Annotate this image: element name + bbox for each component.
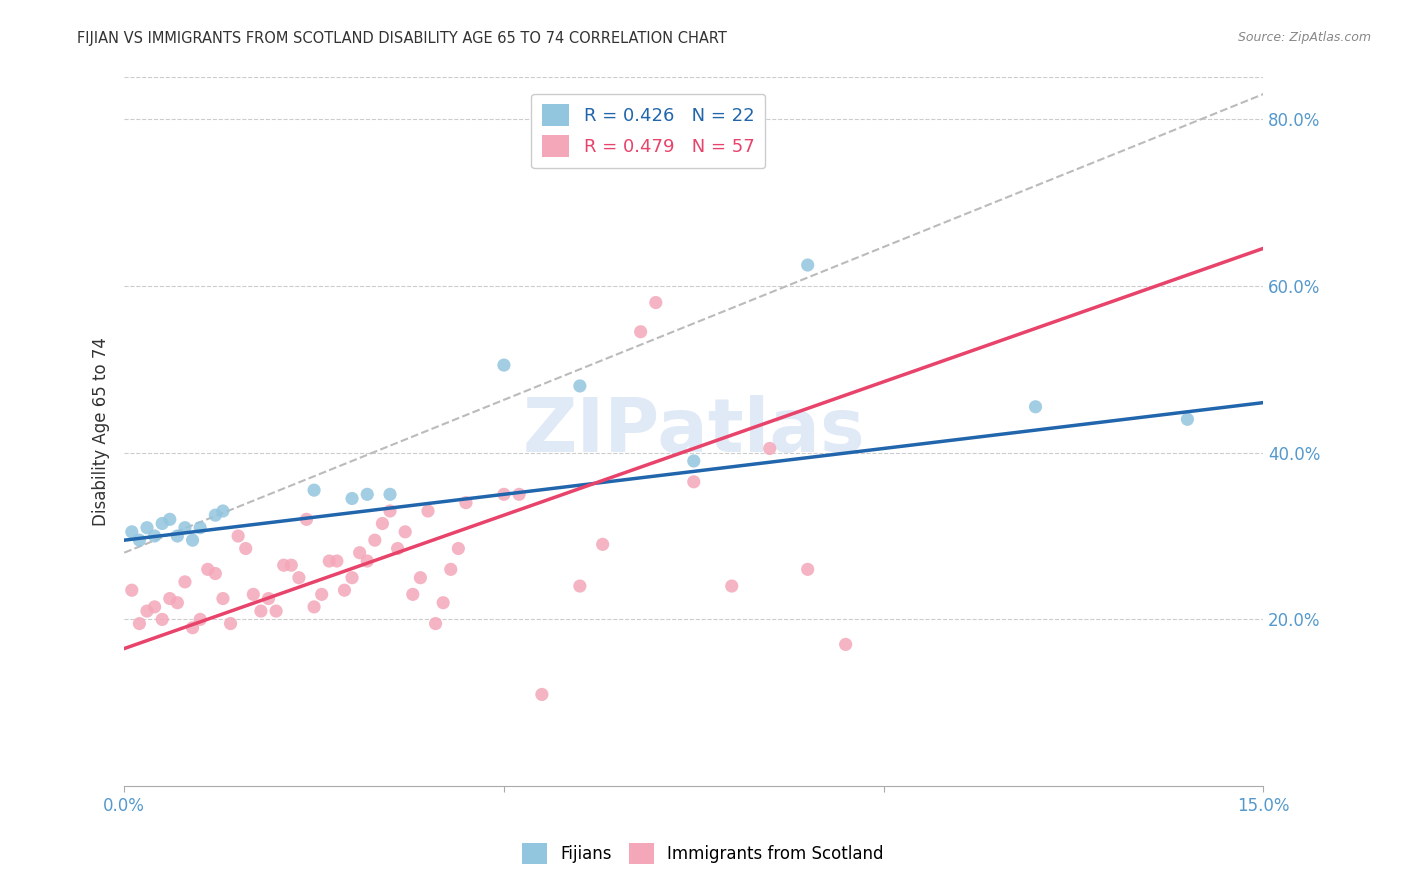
Point [682, 475, 704, 489]
Point [720, 579, 742, 593]
Point [758, 442, 780, 456]
Point [166, 529, 188, 543]
Point [197, 562, 219, 576]
Legend: Fijians, Immigrants from Scotland: Fijians, Immigrants from Scotland [516, 837, 890, 871]
Point [181, 533, 204, 548]
Point [492, 487, 515, 501]
Point [630, 325, 652, 339]
Point [121, 524, 143, 539]
Point [136, 521, 159, 535]
Point [188, 521, 211, 535]
Point [440, 562, 463, 576]
Point [592, 537, 614, 551]
Point [796, 258, 818, 272]
Point [128, 533, 150, 548]
Point [492, 358, 515, 372]
Point [644, 295, 666, 310]
Point [378, 504, 401, 518]
Point [356, 487, 378, 501]
Point [204, 566, 226, 581]
Point [387, 541, 409, 556]
Point [371, 516, 394, 531]
Point [568, 579, 591, 593]
Point [235, 541, 257, 556]
Point [834, 637, 856, 651]
Point [174, 521, 197, 535]
Point [349, 546, 371, 560]
Point [143, 599, 166, 614]
Point [394, 524, 416, 539]
Point [682, 454, 704, 468]
Text: FIJIAN VS IMMIGRANTS FROM SCOTLAND DISABILITY AGE 65 TO 74 CORRELATION CHART: FIJIAN VS IMMIGRANTS FROM SCOTLAND DISAB… [77, 31, 727, 46]
Point [242, 587, 264, 601]
Legend: R = 0.426   N = 22, R = 0.479   N = 57: R = 0.426 N = 22, R = 0.479 N = 57 [531, 94, 765, 169]
Point [508, 487, 530, 501]
Point [150, 516, 173, 531]
Point [425, 616, 447, 631]
Point [181, 621, 204, 635]
Point [295, 512, 318, 526]
Point [280, 558, 302, 573]
Point [204, 508, 226, 523]
Point [302, 483, 325, 498]
Point [402, 587, 425, 601]
Point [1177, 412, 1199, 426]
Point [288, 571, 311, 585]
Point [128, 616, 150, 631]
Point [226, 529, 249, 543]
Point [143, 529, 166, 543]
Point [166, 596, 188, 610]
Point [378, 487, 401, 501]
Point [219, 616, 242, 631]
Text: Source: ZipAtlas.com: Source: ZipAtlas.com [1237, 31, 1371, 45]
Point [212, 591, 235, 606]
Y-axis label: Disability Age 65 to 74: Disability Age 65 to 74 [93, 337, 110, 526]
Point [121, 583, 143, 598]
Point [273, 558, 295, 573]
Point [447, 541, 470, 556]
Point [250, 604, 273, 618]
Point [568, 379, 591, 393]
Point [318, 554, 340, 568]
Point [257, 591, 280, 606]
Point [416, 504, 439, 518]
Point [432, 596, 454, 610]
Point [454, 496, 477, 510]
Point [340, 571, 363, 585]
Point [159, 591, 181, 606]
Point [1024, 400, 1046, 414]
Point [159, 512, 181, 526]
Point [136, 604, 159, 618]
Point [188, 612, 211, 626]
Point [264, 604, 287, 618]
Point [302, 599, 325, 614]
Point [333, 583, 356, 598]
Point [409, 571, 432, 585]
Point [311, 587, 333, 601]
Point [356, 554, 378, 568]
Point [530, 688, 553, 702]
Point [796, 562, 818, 576]
Point [364, 533, 387, 548]
Point [326, 554, 349, 568]
Point [174, 574, 197, 589]
Text: ZIPatlas: ZIPatlas [523, 395, 865, 468]
Point [150, 612, 173, 626]
Point [212, 504, 235, 518]
Point [340, 491, 363, 506]
